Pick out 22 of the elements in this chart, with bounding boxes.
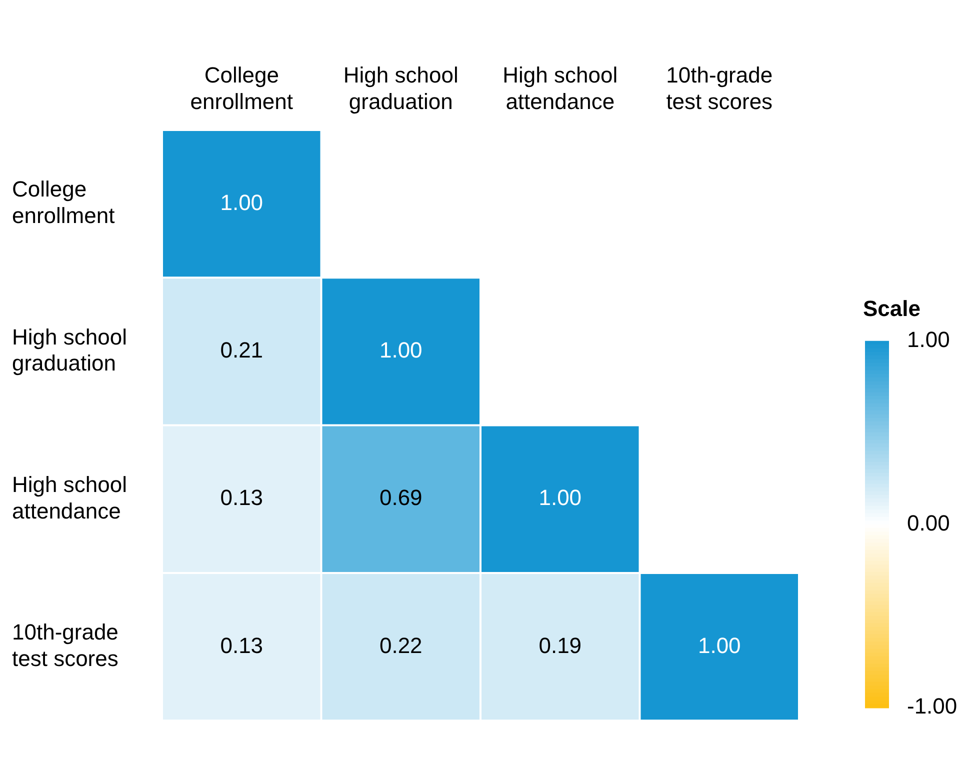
color-bar-label: 0.00 bbox=[907, 510, 950, 536]
data-label: 1.00 bbox=[220, 190, 264, 215]
data-label: 1.00 bbox=[698, 632, 741, 658]
data-label: 0.69 bbox=[379, 485, 422, 510]
color-bar-label: 1.00 bbox=[907, 326, 950, 352]
color-bar-label: -1.00 bbox=[907, 694, 958, 719]
data-label: 1.00 bbox=[538, 485, 582, 510]
data-label: 0.19 bbox=[538, 632, 582, 658]
x-tick-label: High school graduation bbox=[343, 62, 458, 114]
y-tick-label: College enrollment bbox=[12, 176, 115, 228]
x-tick-label: 10th-grade test scores bbox=[666, 62, 773, 114]
data-label: 0.22 bbox=[379, 632, 422, 658]
data-label: 0.21 bbox=[220, 338, 264, 363]
x-tick-label: College enrollment bbox=[190, 62, 293, 114]
y-tick-label: High school graduation bbox=[12, 324, 127, 376]
y-tick-label: 10th-grade test scores bbox=[12, 620, 118, 672]
data-label: 1.00 bbox=[379, 338, 422, 363]
y-tick-label: High school attendance bbox=[12, 472, 127, 524]
color-bar-title: Scale bbox=[863, 296, 920, 321]
data-label: 0.13 bbox=[220, 485, 264, 510]
x-tick-label: High school attendance bbox=[502, 62, 618, 114]
data-label: 0.13 bbox=[220, 632, 264, 658]
